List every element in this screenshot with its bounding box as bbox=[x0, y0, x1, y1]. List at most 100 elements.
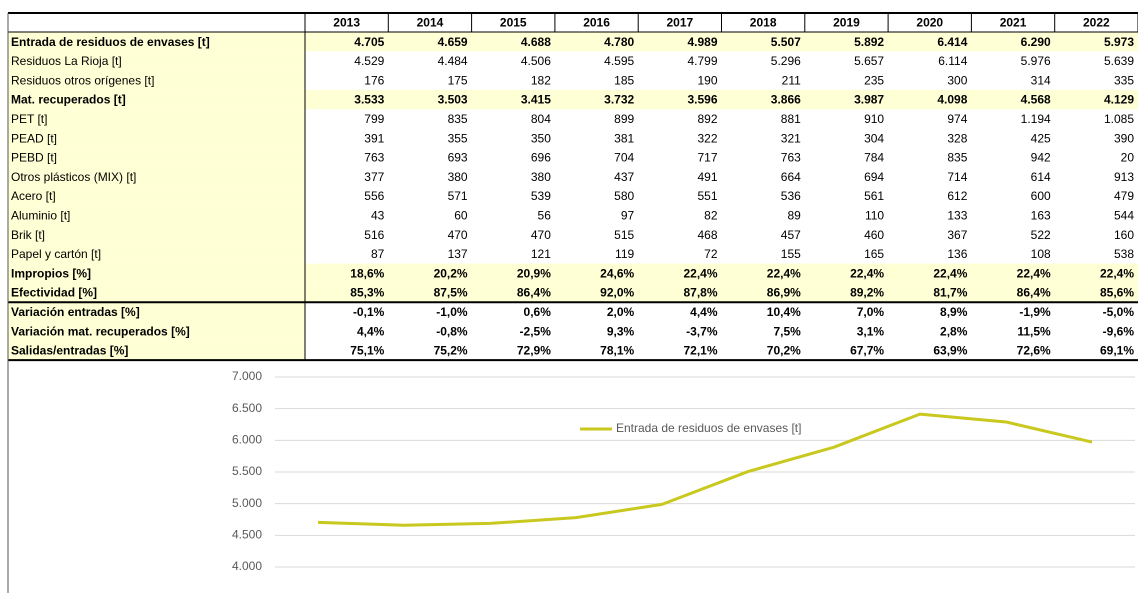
cell: 3.533 bbox=[354, 93, 384, 107]
line-series bbox=[317, 412, 1093, 527]
cell: 4.705 bbox=[354, 35, 384, 49]
cell: 381 bbox=[614, 131, 634, 145]
cell: -1,9% bbox=[1019, 305, 1051, 319]
cell: 522 bbox=[1031, 228, 1051, 242]
row-label: Mat. recuperados [t] bbox=[11, 93, 126, 107]
cell: 321 bbox=[781, 131, 801, 145]
y-tick-label: 5.000 bbox=[232, 496, 262, 510]
label-cell-bg bbox=[8, 109, 305, 129]
cell: 4.989 bbox=[687, 35, 717, 49]
cell: 56 bbox=[538, 209, 552, 223]
cell: 314 bbox=[1031, 73, 1051, 87]
label-cell-bg bbox=[8, 205, 305, 225]
cell: 4.595 bbox=[604, 54, 634, 68]
cell: 391 bbox=[364, 131, 384, 145]
cell: 491 bbox=[697, 170, 717, 184]
cell: 551 bbox=[697, 189, 717, 203]
cell: -5,0% bbox=[1103, 305, 1135, 319]
cell: -3,7% bbox=[686, 324, 718, 338]
cell: 133 bbox=[947, 209, 967, 223]
cell: 892 bbox=[697, 112, 717, 126]
cell: 763 bbox=[364, 151, 384, 165]
cell: 89,2% bbox=[850, 286, 884, 300]
cell: 664 bbox=[781, 170, 801, 184]
cell: 899 bbox=[614, 112, 634, 126]
cell: 5.507 bbox=[771, 35, 801, 49]
row-highlight bbox=[305, 263, 1138, 283]
row-label: PEBD [t] bbox=[11, 151, 57, 165]
row-label: Salidas/entradas [%] bbox=[11, 344, 128, 358]
cell: 556 bbox=[364, 189, 384, 203]
label-cell-bg bbox=[8, 128, 305, 148]
cell: 600 bbox=[1031, 189, 1051, 203]
cell: 561 bbox=[864, 189, 884, 203]
row-label: Otros plásticos (MIX) [t] bbox=[11, 170, 136, 184]
cell: 538 bbox=[1114, 247, 1134, 261]
cell: 5.892 bbox=[854, 35, 884, 49]
cell: 4.799 bbox=[687, 54, 717, 68]
cell: 136 bbox=[947, 247, 967, 261]
row-label: Residuos otros orígenes [t] bbox=[11, 73, 154, 87]
cell: 974 bbox=[947, 112, 967, 126]
label-cell-bg bbox=[8, 147, 305, 168]
cell: 20,9% bbox=[517, 266, 551, 280]
cell: 910 bbox=[864, 112, 884, 126]
row-label: PEAD [t] bbox=[11, 131, 57, 145]
label-cell-bg bbox=[8, 302, 305, 322]
cell: 4.780 bbox=[604, 35, 634, 49]
cell: 717 bbox=[697, 151, 717, 165]
cell: 335 bbox=[1114, 73, 1134, 87]
cell: 3.415 bbox=[521, 93, 551, 107]
cell: 72,9% bbox=[517, 344, 551, 358]
cell: 470 bbox=[531, 228, 551, 242]
cell: 0,6% bbox=[524, 305, 552, 319]
row-label: Brik [t] bbox=[11, 228, 45, 242]
cell: 72,6% bbox=[1017, 344, 1051, 358]
label-cell-bg bbox=[8, 263, 305, 283]
year-header: 2019 bbox=[833, 16, 860, 30]
cell: 367 bbox=[947, 228, 967, 242]
cell: 300 bbox=[947, 73, 967, 87]
cell: 6.414 bbox=[937, 35, 967, 49]
cell: 78,1% bbox=[600, 344, 634, 358]
cell: 835 bbox=[448, 112, 468, 126]
row-label: Entrada de residuos de envases [t] bbox=[11, 35, 210, 49]
cell: -0,8% bbox=[436, 324, 468, 338]
cell: 22,4% bbox=[933, 266, 967, 280]
cell: 390 bbox=[1114, 131, 1134, 145]
cell: 704 bbox=[614, 151, 634, 165]
cell: 160 bbox=[1114, 228, 1134, 242]
cell: 536 bbox=[781, 189, 801, 203]
cell: 67,7% bbox=[850, 344, 884, 358]
cell: 20,2% bbox=[434, 266, 468, 280]
y-tick-label: 4.500 bbox=[232, 528, 262, 542]
cell: 571 bbox=[448, 189, 468, 203]
cell: 22,4% bbox=[850, 266, 884, 280]
cell: 81,7% bbox=[933, 286, 967, 300]
label-cell-bg bbox=[8, 340, 305, 361]
cell: 185 bbox=[614, 73, 634, 87]
cell: 714 bbox=[947, 170, 967, 184]
cell: 9,3% bbox=[607, 324, 635, 338]
label-cell-bg bbox=[8, 70, 305, 90]
cell: 942 bbox=[1031, 151, 1051, 165]
cell: 86,4% bbox=[517, 286, 551, 300]
cell: 328 bbox=[947, 131, 967, 145]
cell: 4.659 bbox=[438, 35, 468, 49]
cell: 165 bbox=[864, 247, 884, 261]
cell: 119 bbox=[615, 247, 634, 261]
year-header: 2022 bbox=[1083, 16, 1110, 30]
cell: 63,9% bbox=[933, 344, 967, 358]
cell: 87,8% bbox=[683, 286, 717, 300]
label-cell-bg bbox=[8, 89, 305, 110]
cell: 425 bbox=[1031, 131, 1051, 145]
cell: 468 bbox=[697, 228, 717, 242]
cell: 4,4% bbox=[690, 305, 718, 319]
cell: 460 bbox=[864, 228, 884, 242]
cell: -9,6% bbox=[1103, 324, 1135, 338]
label-cell-bg bbox=[8, 186, 305, 206]
cell: 7,0% bbox=[857, 305, 885, 319]
cell: 5.976 bbox=[1021, 54, 1051, 68]
year-header: 2020 bbox=[916, 16, 943, 30]
